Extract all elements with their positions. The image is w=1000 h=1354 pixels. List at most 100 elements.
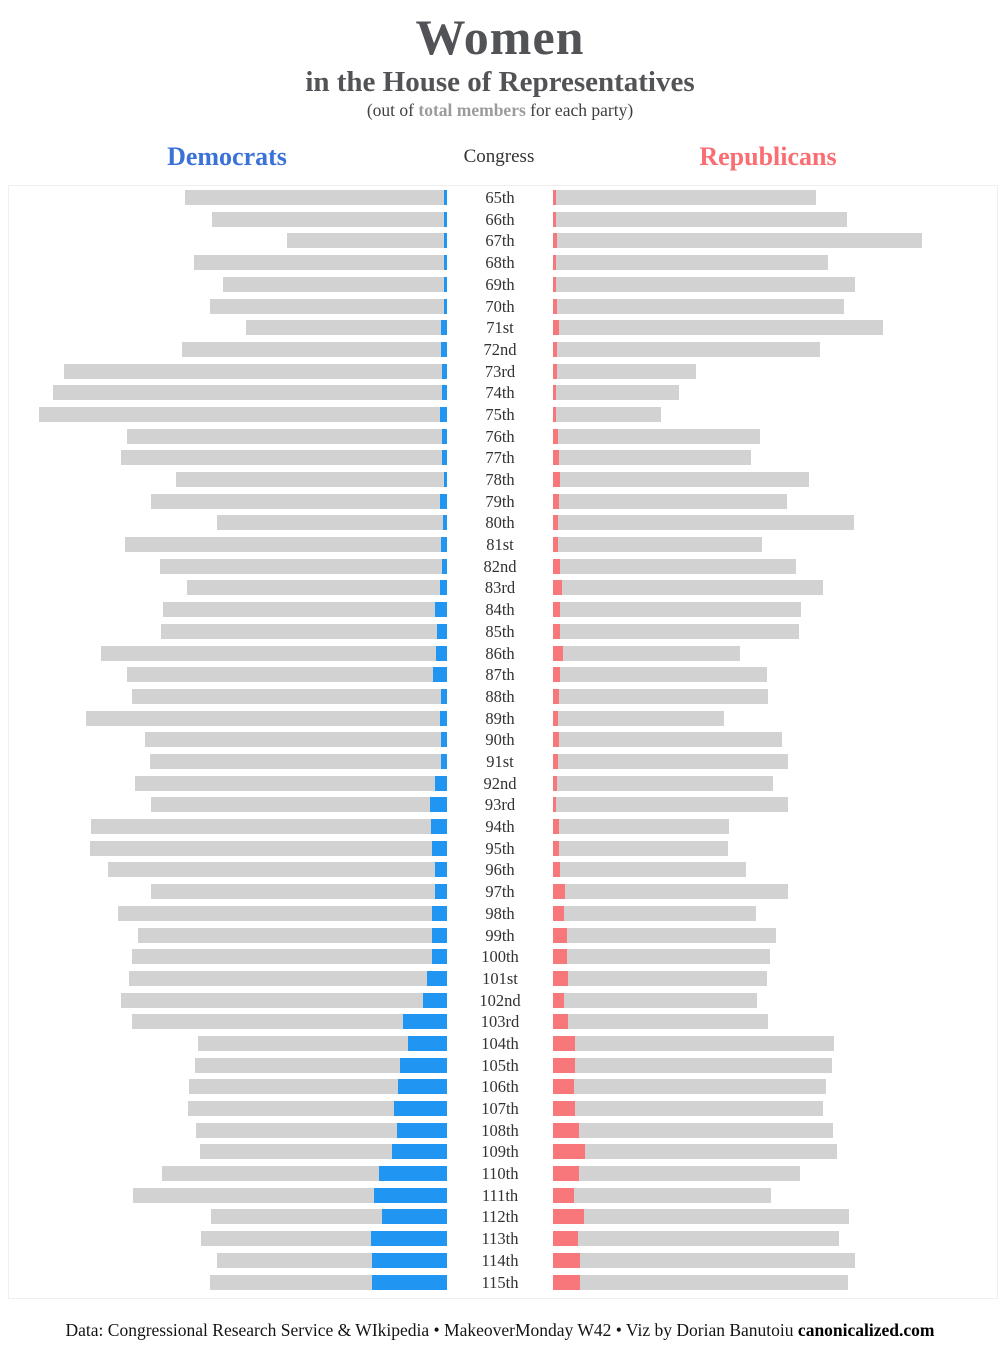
republican-women-bar [553, 775, 557, 791]
congress-label: 67th [485, 231, 515, 251]
democrat-women-bar [440, 537, 447, 552]
democrat-women-bar [443, 255, 447, 271]
republican-women-bar [553, 1166, 579, 1182]
republican-women-bar [553, 1187, 574, 1203]
democrat-women-bar [431, 819, 447, 834]
republican-total-bar [553, 1209, 849, 1225]
democrat-total-bar [131, 688, 447, 704]
republican-total-bar [553, 255, 829, 271]
congress-label: 87th [485, 665, 515, 685]
congress-column-header: Congress [463, 146, 535, 167]
democrat-women-bar [442, 558, 447, 574]
republican-women-bar [553, 1122, 579, 1138]
congress-label: 96th [485, 860, 515, 880]
republican-women-bar [553, 276, 556, 292]
republican-women-bar [553, 819, 560, 834]
congress-label: 93rd [484, 795, 516, 815]
democrat-women-bar [440, 732, 447, 748]
republican-total-bar [553, 1231, 840, 1247]
republican-total-bar [553, 992, 758, 1008]
republican-women-bar [553, 211, 556, 227]
democrats-column-header: Democrats [167, 142, 287, 171]
democrat-total-bar [193, 255, 447, 271]
democrat-women-bar [440, 753, 447, 769]
congress-label: 79th [485, 491, 515, 511]
democrat-women-bar [432, 927, 447, 943]
republican-total-bar [553, 667, 767, 683]
democrat-total-bar [186, 580, 447, 596]
republican-women-bar [553, 450, 560, 466]
republican-total-bar [553, 537, 763, 552]
congress-label: 88th [485, 686, 515, 706]
republican-women-bar [553, 992, 564, 1008]
republican-total-bar [553, 797, 788, 813]
footer-credit: Data: Congressional Research Service & W… [0, 1320, 1000, 1341]
democrat-women-bar [371, 1231, 447, 1247]
republican-total-bar [553, 341, 820, 357]
congress-label: 84th [485, 600, 515, 620]
republican-total-bar [553, 450, 752, 466]
democrat-total-bar [187, 1101, 447, 1116]
congress-label: 94th [485, 817, 515, 836]
democrat-total-bar [151, 493, 447, 509]
republican-women-bar [553, 1252, 580, 1268]
republican-total-bar [553, 1014, 769, 1030]
republican-total-bar [553, 472, 809, 487]
democrat-total-bar [126, 428, 447, 444]
republican-total-bar [553, 1079, 826, 1095]
republican-women-bar [553, 840, 560, 856]
democrat-women-bar [444, 472, 447, 487]
democrat-total-bar [132, 1187, 447, 1203]
republican-total-bar [553, 602, 802, 618]
democrat-women-bar [439, 710, 447, 726]
republican-women-bar [553, 233, 557, 249]
republican-women-bar [553, 667, 561, 683]
republican-women-bar [553, 623, 561, 639]
page-note-prefix: (out of [366, 100, 419, 120]
republican-total-bar [553, 775, 774, 791]
congress-label: 69th [485, 274, 515, 294]
republicans-column-header: Republicans [699, 142, 837, 171]
republican-total-bar [553, 1252, 856, 1268]
page-note-emphasis: total members [418, 100, 526, 120]
democrat-total-bar [209, 1274, 447, 1290]
republican-total-bar [553, 753, 788, 769]
congress-label: 71st [486, 318, 514, 338]
democrat-total-bar [149, 753, 447, 769]
republican-women-bar [553, 732, 560, 748]
footer-brand: canonicalized.com [797, 1320, 935, 1340]
democrat-total-bar [120, 992, 447, 1008]
republican-total-bar [553, 884, 788, 900]
republican-total-bar [553, 385, 679, 401]
congress-label: 109th [481, 1142, 519, 1162]
congress-label: 100th [481, 947, 519, 967]
democrat-total-bar [188, 1079, 447, 1095]
democrat-women-bar [442, 450, 447, 466]
republican-women-bar [553, 949, 567, 965]
democrat-total-bar [125, 537, 447, 552]
democrat-women-bar [439, 406, 447, 422]
democrat-total-bar [195, 1057, 447, 1073]
republican-total-bar [553, 363, 697, 379]
democrat-women-bar [443, 211, 447, 227]
republican-women-bar [553, 320, 560, 336]
democrat-total-bar [89, 840, 447, 856]
democrat-women-bar [429, 797, 447, 813]
democrat-total-bar [211, 1209, 447, 1225]
democrat-total-bar [144, 732, 447, 748]
democrat-total-bar [120, 450, 447, 466]
democrat-total-bar [38, 406, 447, 422]
republican-women-bar [553, 493, 560, 509]
republican-women-bar [553, 472, 561, 487]
democrat-total-bar [118, 905, 447, 921]
republican-women-bar [553, 1079, 574, 1095]
republican-total-bar [553, 970, 767, 986]
congress-label: 70th [485, 296, 515, 316]
democrat-total-bar [100, 645, 447, 661]
congress-label: 112th [481, 1207, 519, 1227]
republican-women-bar [553, 298, 557, 314]
democrat-women-bar [435, 645, 447, 661]
democrat-total-bar [209, 298, 447, 314]
democrat-women-bar [422, 992, 447, 1008]
